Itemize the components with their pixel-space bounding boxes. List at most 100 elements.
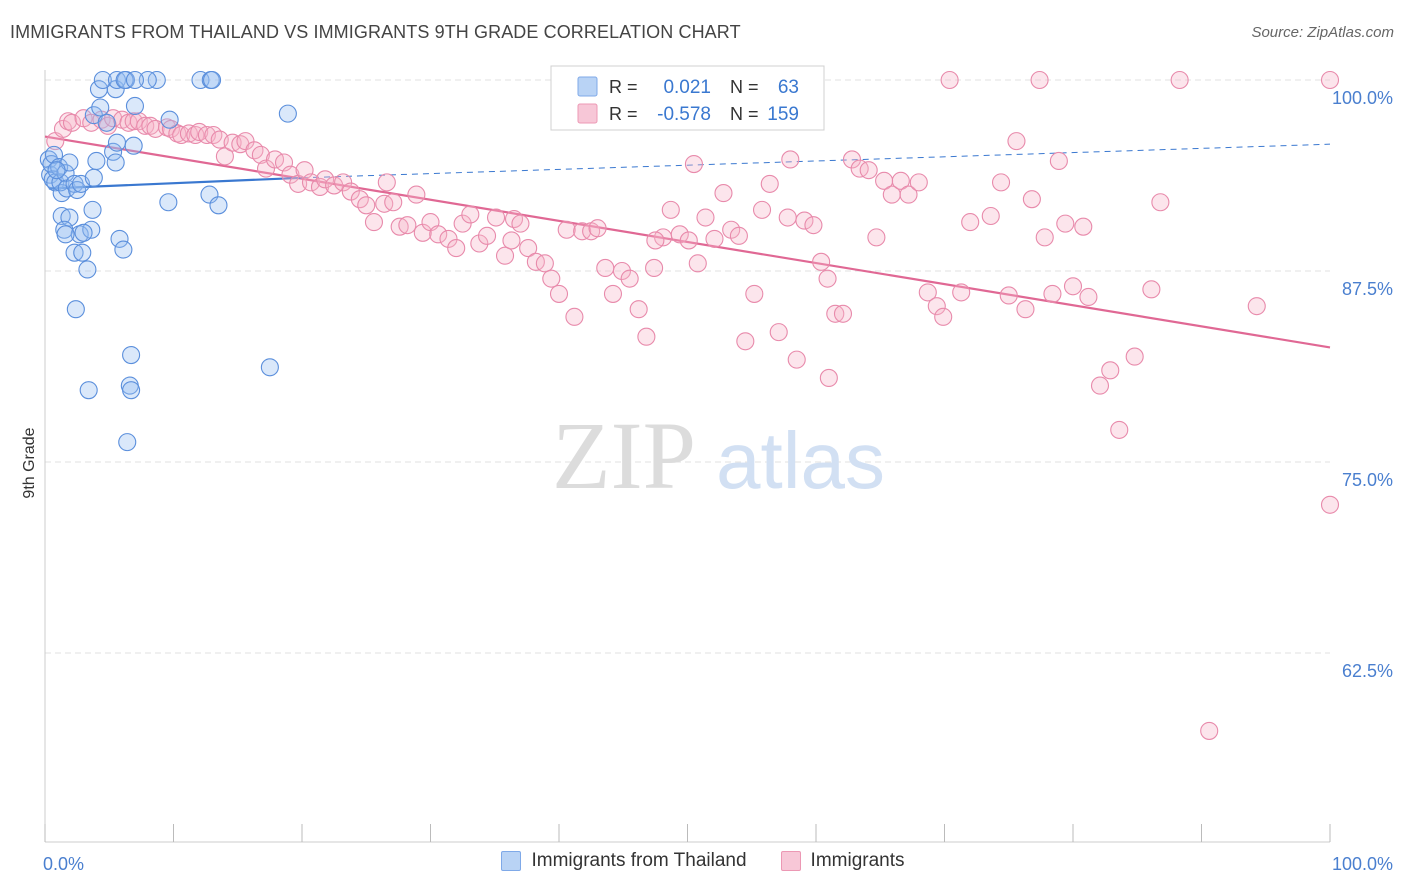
point-immigrants-12	[129, 112, 148, 131]
point-immigrants-96	[769, 323, 788, 342]
point-immigrants-54	[429, 225, 448, 244]
point-immigrants-58	[461, 205, 480, 224]
point-immigrants-143	[1320, 495, 1340, 514]
point-thailand-42	[124, 136, 143, 155]
stats-pink-r-value: -0.578	[657, 104, 711, 125]
point-immigrants-71	[565, 307, 584, 326]
point-immigrants-122	[999, 286, 1018, 305]
point-immigrants-57	[453, 214, 472, 233]
point-immigrants-106	[850, 159, 869, 178]
point-immigrants-116	[934, 307, 953, 326]
y-tick-label-2: 75.0%	[1342, 470, 1393, 490]
point-immigrants-67	[535, 254, 554, 273]
point-immigrants-149	[502, 231, 521, 250]
point-immigrants-93	[745, 284, 764, 303]
point-immigrants-77	[612, 261, 632, 281]
point-immigrants-31	[251, 145, 270, 164]
point-immigrants-105	[842, 150, 862, 169]
point-immigrants-144	[1200, 721, 1219, 740]
point-immigrants-79	[629, 300, 648, 319]
point-immigrants-76	[603, 284, 623, 303]
point-immigrants-146	[781, 150, 800, 169]
point-thailand-53	[160, 110, 179, 129]
point-thailand-36	[91, 98, 110, 117]
x-tick-label-1: 100.0%	[1332, 854, 1393, 874]
point-immigrants-119	[961, 213, 980, 232]
point-immigrants-56	[447, 239, 466, 258]
y-axis-label: 9th Grade	[21, 427, 38, 498]
point-thailand-59	[84, 168, 103, 187]
point-immigrants-131	[1063, 277, 1083, 296]
point-thailand-21	[74, 223, 93, 242]
point-thailand-24	[78, 260, 97, 279]
point-immigrants-3	[62, 113, 82, 132]
point-immigrants-17	[161, 119, 180, 138]
x-tick-label-0: 0.0%	[43, 854, 84, 874]
point-immigrants-47	[375, 194, 394, 213]
stats-pink-r-label: R =	[609, 104, 638, 124]
point-immigrants-83	[661, 200, 680, 219]
series-immigrants	[46, 70, 1340, 740]
point-immigrants-135	[1101, 361, 1120, 380]
point-immigrants-86	[688, 254, 707, 273]
point-thailand-28	[79, 381, 98, 400]
point-immigrants-112	[899, 185, 918, 204]
point-immigrants-98	[787, 350, 806, 369]
point-immigrants-132	[1074, 217, 1093, 236]
tick-labels: 100.0% 87.5% 75.0% 62.5% 0.0% 100.0%	[43, 88, 1393, 874]
chart-title: IMMIGRANTS FROM THAILAND VS IMMIGRANTS 9…	[10, 22, 741, 42]
legend-swatch-pink	[780, 851, 801, 871]
trend-line-thailand-extension	[301, 143, 1331, 179]
watermark-atlas: atlas	[716, 416, 885, 505]
point-immigrants-97	[778, 208, 797, 227]
legend-label-immigrants: Immigrants	[810, 850, 905, 871]
point-immigrants-101	[812, 252, 831, 271]
point-immigrants-92	[736, 332, 755, 351]
point-immigrants-24	[204, 125, 223, 145]
legend-label-thailand: Immigrants from Thailand	[531, 850, 747, 871]
point-immigrants-100	[804, 216, 823, 235]
legend-item-immigrants[interactable]: Immigrants	[780, 850, 905, 872]
point-immigrants-48	[384, 193, 403, 212]
point-thailand-41	[107, 133, 127, 152]
point-immigrants-129	[1049, 151, 1068, 171]
point-immigrants-147	[819, 368, 838, 388]
point-immigrants-46	[364, 213, 384, 232]
point-immigrants-130	[1056, 214, 1075, 233]
point-thailand-29	[122, 345, 141, 365]
point-immigrants-140	[1170, 70, 1189, 90]
point-thailand-52	[203, 70, 222, 90]
point-immigrants-30	[245, 141, 264, 160]
watermark-zip: ZIP	[552, 402, 696, 509]
point-immigrants-139	[1151, 193, 1170, 212]
point-immigrants-141	[1247, 297, 1266, 316]
trend-lines	[44, 135, 1331, 349]
point-immigrants-125	[1022, 190, 1041, 209]
point-immigrants-137	[1125, 347, 1144, 366]
point-immigrants-103	[826, 304, 845, 323]
point-immigrants-11	[124, 112, 143, 131]
point-immigrants-104	[833, 304, 853, 323]
point-thailand-16	[83, 200, 102, 219]
point-immigrants-118	[952, 283, 971, 302]
point-thailand-45	[93, 70, 112, 90]
point-immigrants-59	[470, 234, 489, 253]
point-immigrants-70	[557, 220, 576, 239]
point-immigrants-102	[818, 269, 837, 288]
point-immigrants-150	[377, 173, 396, 192]
point-immigrants-40	[316, 170, 335, 189]
point-immigrants-124	[1016, 300, 1035, 319]
point-immigrants-128	[1043, 284, 1062, 303]
point-immigrants-45	[357, 196, 376, 215]
legend-item-thailand[interactable]: Immigrants from Thailand	[501, 850, 747, 872]
y-tick-label-1: 87.5%	[1342, 279, 1393, 299]
point-immigrants-61	[486, 208, 506, 227]
point-immigrants-62	[495, 246, 515, 265]
axes	[44, 70, 1331, 843]
point-immigrants-99	[795, 211, 814, 230]
point-immigrants-49	[390, 217, 409, 236]
point-immigrants-108	[867, 228, 886, 247]
point-thailand-49	[115, 70, 134, 90]
point-thailand-22	[65, 243, 84, 262]
legend-swatch-blue	[501, 851, 522, 871]
